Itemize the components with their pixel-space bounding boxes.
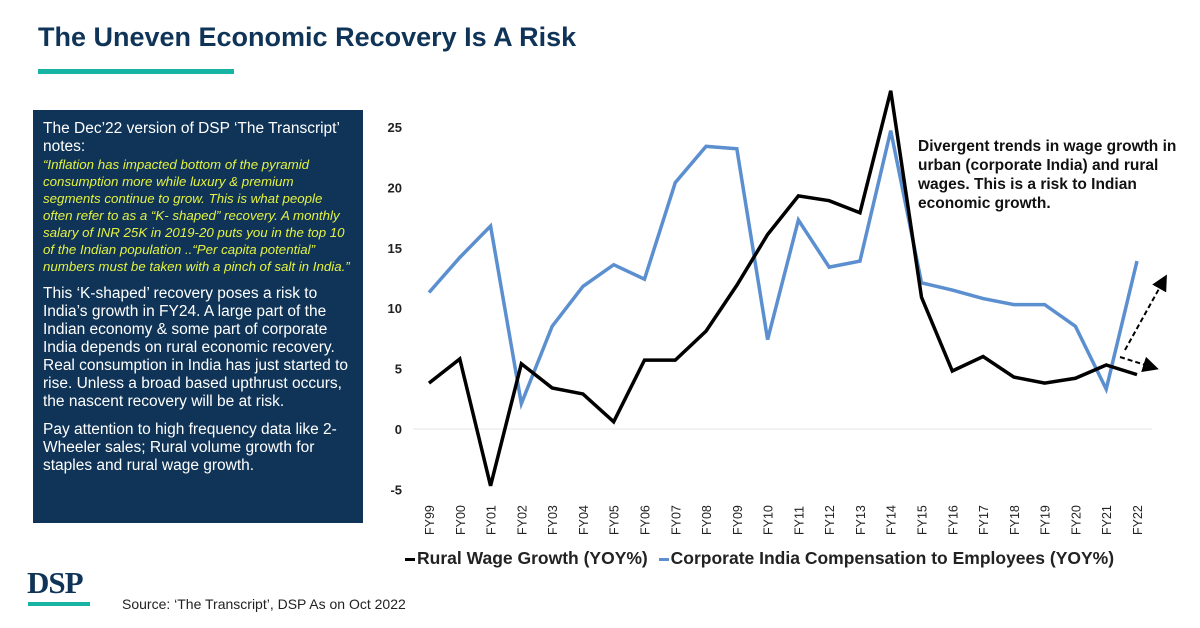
x-tick-label: FY04: [577, 505, 591, 535]
x-tick-label: FY00: [454, 505, 468, 535]
chart-legend: Rural Wage Growth (YOY%) Corporate India…: [405, 548, 1114, 569]
y-tick-label: 15: [388, 241, 402, 256]
y-tick-label: 5: [395, 362, 402, 377]
y-tick-label: -5: [390, 482, 402, 497]
y-tick-label: 20: [388, 180, 402, 195]
source-note: Source: ‘The Transcript’, DSP As on Oct …: [122, 596, 406, 612]
x-tick-label: FY08: [700, 505, 714, 535]
title-underline: [38, 69, 234, 74]
series-line-rural: [427, 90, 1138, 487]
x-tick-label: FY20: [1069, 505, 1083, 535]
trend-arrow-up: [1124, 274, 1167, 351]
x-tick-label: FY18: [1008, 505, 1022, 535]
legend-swatch-rural: [405, 557, 415, 561]
x-tick-label: FY21: [1100, 505, 1114, 535]
x-tick-label: FY01: [485, 505, 499, 535]
x-tick-label: FY12: [823, 505, 837, 535]
chart-annotation: Divergent trends in wage growth in urban…: [918, 138, 1177, 212]
legend-label-rural: Rural Wage Growth (YOY%): [417, 548, 648, 568]
notes-panel: The Dec’22 version of DSP ‘The Transcrip…: [33, 110, 363, 523]
y-tick-label: 25: [388, 120, 402, 135]
logo-underline: [28, 602, 90, 606]
dsp-logo: DSP: [27, 565, 84, 600]
series-line-corporate: [427, 130, 1139, 411]
x-tick-label: FY09: [731, 505, 745, 535]
page-title: The Uneven Economic Recovery Is A Risk: [38, 22, 577, 52]
x-tick-label: FY99: [423, 505, 437, 535]
x-tick-label: FY14: [885, 505, 899, 535]
x-tick-label: FY16: [946, 505, 960, 535]
trend-arrow-flat: [1119, 356, 1159, 373]
y-tick-label: 10: [388, 301, 402, 316]
x-tick-label: FY11: [792, 506, 806, 535]
legend-label-corporate: Corporate India Compensation to Employee…: [670, 548, 1115, 568]
x-tick-label: FY03: [546, 505, 560, 535]
x-tick-label: FY05: [608, 505, 622, 535]
legend-swatch-corporate: [658, 557, 669, 561]
notes-quote: “Inflation has impacted bottom of the py…: [43, 157, 350, 274]
x-tick-label: FY13: [854, 505, 868, 535]
x-tick-label: FY02: [515, 505, 529, 535]
notes-paragraph-2: Pay attention to high frequency data lik…: [43, 421, 337, 474]
x-tick-label: FY07: [669, 505, 683, 535]
x-tick-label: FY22: [1131, 505, 1145, 535]
x-tick-label: FY17: [977, 505, 991, 535]
x-tick-label: FY19: [1039, 505, 1053, 535]
x-tick-label: FY06: [638, 505, 652, 535]
x-tick-label: FY10: [762, 505, 776, 535]
notes-intro: The Dec’22 version of DSP ‘The Transcrip…: [43, 120, 340, 155]
x-tick-label: FY15: [916, 505, 930, 535]
y-tick-label: 0: [395, 422, 402, 437]
notes-paragraph-1: This ‘K-shaped’ recovery poses a risk to…: [43, 285, 349, 410]
